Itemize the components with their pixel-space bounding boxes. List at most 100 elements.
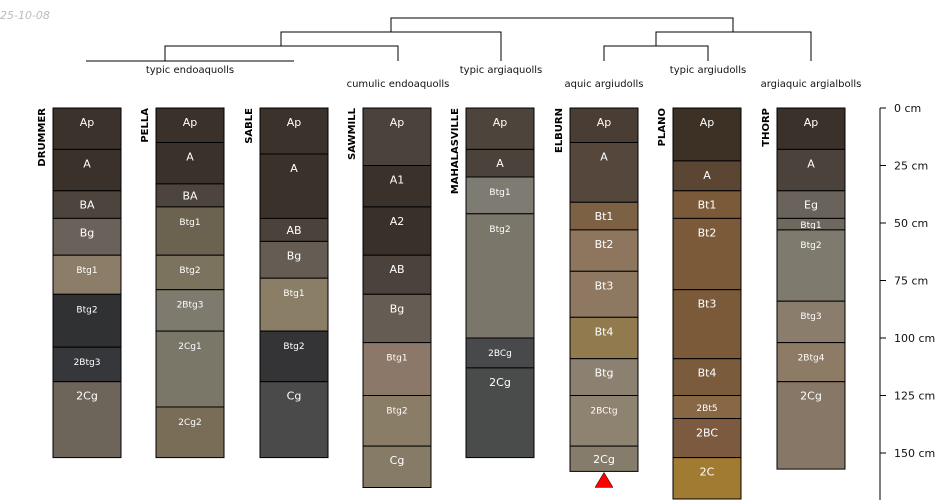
depth-tick-125: 125 cm (880, 390, 935, 403)
horizon-bt4: Bt4 (672, 358, 742, 397)
horizon-label: Bg (390, 302, 405, 315)
horizon-ba: BA (52, 190, 122, 219)
horizon-block (776, 229, 846, 302)
horizon-label: 2Cg (800, 390, 822, 403)
horizon-btg1: Btg1 (259, 277, 329, 332)
horizon-label: BA (79, 199, 95, 212)
horizon-bg: Bg (362, 293, 432, 344)
horizon-block (155, 406, 225, 459)
horizon-block (259, 153, 329, 219)
group-label-cumulic-endoaquolls: cumulic endoaquolls (347, 79, 450, 90)
horizon-label: 2Cg1 (178, 342, 201, 352)
horizon-label: Ap (700, 116, 715, 129)
horizon-label: A (703, 169, 711, 182)
profile-pella: PELLA Ap A BA Btg1 Btg2 2Btg3 2Cg1 2Cg2 (140, 107, 225, 459)
horizon-block (569, 445, 639, 472)
horizon-label: BA (182, 189, 198, 202)
dendrogram (86, 17, 812, 62)
horizon-label: 2Cg (489, 376, 511, 389)
horizon-ba: BA (155, 183, 225, 208)
horizon-label: 2Cg (593, 453, 615, 466)
horizon-block (569, 107, 639, 143)
profile-name: PELLA (140, 108, 151, 143)
horizon-label: Bt3 (595, 279, 614, 292)
horizon-a: A (52, 148, 122, 192)
taxonomy-labels: typic endoaquolls cumulic endoaquolls ty… (146, 65, 862, 90)
horizon-cg: Cg (362, 445, 432, 489)
depth-tick-label: 100 cm (894, 332, 935, 345)
horizon-ap: Ap (52, 107, 122, 150)
horizon-label: 2Btg3 (74, 358, 101, 368)
horizon-label: 2Cg (76, 390, 98, 403)
horizon-block (776, 190, 846, 219)
horizon-ap: Ap (155, 107, 225, 143)
horizon-label: A (807, 157, 815, 170)
horizon-block (362, 445, 432, 489)
horizon-a: A (569, 142, 639, 203)
horizon-label: Bt1 (698, 199, 717, 212)
profile-name: MAHALASVILLE (450, 108, 461, 194)
horizon-bt2: Bt2 (672, 217, 742, 291)
horizon-block (776, 300, 846, 344)
horizon-bt2: Bt2 (569, 229, 639, 272)
horizon-label: AB (286, 224, 301, 237)
horizon-label: AB (389, 263, 404, 276)
horizon-label: Bt4 (698, 367, 717, 380)
horizon-ap: Ap (776, 107, 846, 150)
horizon-block (155, 330, 225, 408)
horizon-block (569, 201, 639, 231)
depth-tick-150: 150 cm (880, 447, 935, 460)
depth-tick-label: 150 cm (894, 447, 935, 460)
horizon-block (569, 358, 639, 397)
horizon-2cg: 2Cg (776, 381, 846, 470)
group-label-aquic-argiudolls: aquic argiudolls (564, 79, 643, 90)
horizon-2btg3: 2Btg3 (155, 289, 225, 332)
horizon-block (776, 381, 846, 470)
horizon-label: Bt3 (698, 298, 717, 311)
horizon-label: Bt2 (595, 238, 614, 251)
horizon-label: 2Btg3 (177, 301, 204, 311)
group-label-typic-endoaquolls: typic endoaquolls (146, 65, 234, 76)
horizon-label: Bg (80, 226, 95, 239)
horizon-label: Btg2 (489, 225, 510, 235)
horizon-label: 2Bt5 (696, 404, 717, 414)
horizon-block (362, 107, 432, 166)
horizon-label: Ap (804, 116, 819, 129)
group-label-argiaquic-argialbolls: argiaquic argialbolls (761, 79, 862, 90)
horizon-btg1: Btg1 (155, 206, 225, 256)
horizon-block (569, 316, 639, 360)
horizon-btg2: Btg2 (259, 330, 329, 383)
horizon-block (672, 217, 742, 291)
horizon-2cg: 2Cg (465, 367, 535, 459)
horizon-block (362, 293, 432, 344)
horizon-block (569, 229, 639, 272)
profile-name: DRUMMER (37, 108, 48, 167)
horizon-block (362, 254, 432, 295)
depth-tick-0: 0 cm (880, 102, 921, 115)
horizon-label: A2 (390, 215, 405, 228)
horizon-label: A (290, 162, 298, 175)
horizon-btg2: Btg2 (155, 254, 225, 291)
depth-tick-100: 100 cm (880, 332, 935, 345)
horizon-btg2: Btg2 (776, 229, 846, 302)
depth-tick-75: 75 cm (880, 275, 928, 288)
horizon-block (672, 289, 742, 360)
depth-axis: 0 cm 25 cm 50 cm 75 cm 100 cm 125 cm 150 cm (879, 102, 935, 500)
horizon-label: Cg (287, 390, 302, 403)
horizon-label: Btg2 (800, 241, 821, 251)
horizon-ab: AB (362, 254, 432, 295)
horizon-label: Ap (80, 116, 95, 129)
horizon-block (52, 381, 122, 459)
horizon-block (155, 107, 225, 143)
depth-tick-label: 50 cm (894, 217, 928, 230)
horizon-ap: Ap (465, 107, 535, 150)
horizon-ap: Ap (569, 107, 639, 143)
horizon-block (259, 107, 329, 155)
horizon-block (259, 240, 329, 279)
horizon-a2: A2 (362, 206, 432, 256)
horizon-block (569, 395, 639, 447)
horizon-label: Btg1 (489, 188, 510, 198)
profile-name: PLANO (657, 108, 668, 146)
horizon-block (52, 293, 122, 348)
